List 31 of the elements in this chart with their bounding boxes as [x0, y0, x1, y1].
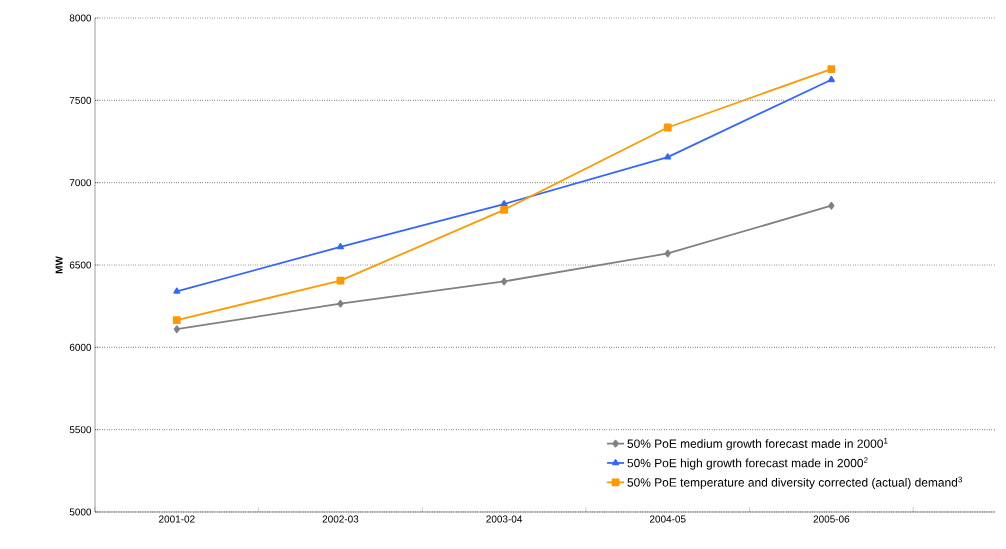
x-tick-label: 2003-04 — [486, 515, 523, 523]
point — [500, 205, 508, 214]
x-tick-label: 2001-02 — [159, 515, 195, 523]
point — [173, 287, 181, 294]
y-tick-label: 5000 — [69, 508, 92, 516]
point — [336, 276, 345, 285]
legend-label: 50% PoE high growth forecast made in 2000$^{2}$ — [627, 457, 868, 470]
legend-label: 50% PoE temperature and diversity corrected (actual) demand$^{3}$ — [627, 476, 962, 490]
point — [663, 123, 672, 132]
point — [173, 325, 180, 334]
y-tick-label: 8000 — [69, 14, 92, 22]
x-tick-label: 2002-03 — [322, 515, 359, 523]
point — [827, 75, 835, 83]
y-tick-label: 7500 — [69, 96, 92, 104]
point — [337, 299, 344, 308]
point — [336, 242, 344, 250]
point — [828, 201, 835, 210]
point — [172, 316, 181, 325]
point — [500, 277, 508, 286]
point — [664, 153, 672, 160]
y-tick-label: 6000 — [69, 343, 92, 351]
x-tick-label: 2005-06 — [813, 515, 850, 523]
y-tick-label: 7000 — [69, 179, 92, 187]
y-tick-label: 5500 — [69, 426, 92, 434]
point — [500, 200, 508, 207]
y-axis-title: MW — [55, 256, 63, 274]
point — [664, 249, 671, 258]
x-tick-label: 2004-05 — [649, 515, 686, 523]
point — [827, 65, 836, 73]
legend-label: 50% PoE medium growth forecast made in 2000$^{1}$ — [627, 437, 888, 451]
y-tick-label: 6500 — [69, 261, 92, 269]
